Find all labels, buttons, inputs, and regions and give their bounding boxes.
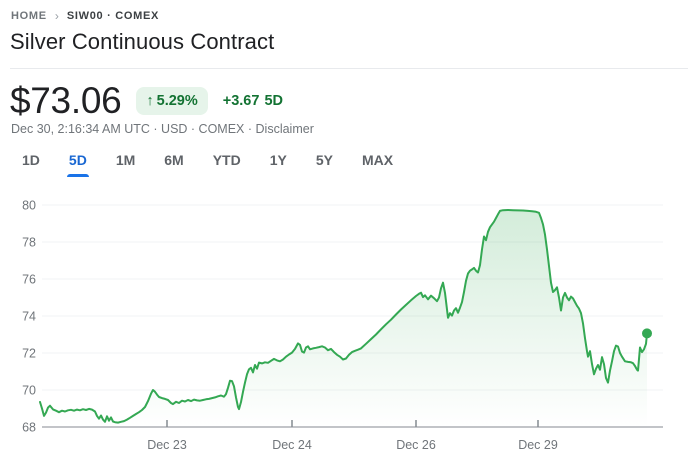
current-price: $73.06 xyxy=(10,80,122,121)
breadcrumb-symbol: SIW00 · COMEX xyxy=(66,10,160,22)
y-axis-labels: 68 70 72 74 76 78 80 xyxy=(22,199,36,435)
change-percent-badge: ↑ 5.29% xyxy=(136,87,208,115)
price-chart[interactable]: 68 70 72 74 76 78 80 Dec 23 Dec 24 Dec 26 Dec 29 xyxy=(0,190,696,467)
change-percent-value: 5.29% xyxy=(156,93,198,109)
breadcrumb: HOME › SIW00 · COMEX xyxy=(11,9,159,23)
tab-ytd[interactable]: YTD xyxy=(212,152,241,168)
tab-5d[interactable]: 5D xyxy=(66,152,89,177)
svg-text:Dec 26: Dec 26 xyxy=(396,438,436,452)
quote-timestamp: Dec 30, 2:16:34 AM UTC · USD · COMEX · xyxy=(11,122,256,136)
svg-text:74: 74 xyxy=(22,310,36,324)
svg-text:Dec 23: Dec 23 xyxy=(147,438,187,452)
tab-1d[interactable]: 1D xyxy=(22,152,40,168)
svg-text:76: 76 xyxy=(22,273,36,287)
area-fill xyxy=(40,210,647,427)
price-line xyxy=(39,209,648,424)
breadcrumb-home-link[interactable]: HOME xyxy=(11,10,47,22)
svg-text:68: 68 xyxy=(22,421,36,435)
svg-text:Dec 29: Dec 29 xyxy=(518,438,558,452)
svg-text:70: 70 xyxy=(22,384,36,398)
tab-5y[interactable]: 5Y xyxy=(315,152,333,168)
quote-meta: Dec 30, 2:16:34 AM UTC · USD · COMEX · D… xyxy=(11,122,314,136)
svg-text:80: 80 xyxy=(22,199,36,213)
change-absolute-value: +3.67 xyxy=(222,93,260,109)
tab-1m[interactable]: 1M xyxy=(115,152,136,168)
up-arrow-icon: ↑ xyxy=(146,93,154,109)
time-range-tabs: 1D 5D 1M 6M YTD 1Y 5Y MAX xyxy=(22,152,393,177)
quote-summary: $73.06 ↑ 5.29% +3.67 5D xyxy=(10,80,283,122)
svg-text:78: 78 xyxy=(22,236,36,250)
svg-text:72: 72 xyxy=(22,347,36,361)
tab-6m[interactable]: 6M xyxy=(164,152,184,168)
chart-area: 68 70 72 74 76 78 80 Dec 23 Dec 24 Dec 26 Dec 29 xyxy=(0,190,696,467)
disclaimer-link[interactable]: Disclaimer xyxy=(255,122,314,136)
change-period-label: 5D xyxy=(264,93,283,109)
page-title: Silver Continuous Contract xyxy=(10,29,275,54)
header-divider xyxy=(10,68,688,69)
tab-max[interactable]: MAX xyxy=(361,152,394,168)
latest-price-dot xyxy=(642,328,652,339)
change-absolute: +3.67 5D xyxy=(223,93,283,109)
tab-1y[interactable]: 1Y xyxy=(269,152,287,168)
svg-text:Dec 24: Dec 24 xyxy=(272,438,312,452)
chevron-right-icon: › xyxy=(54,9,59,23)
